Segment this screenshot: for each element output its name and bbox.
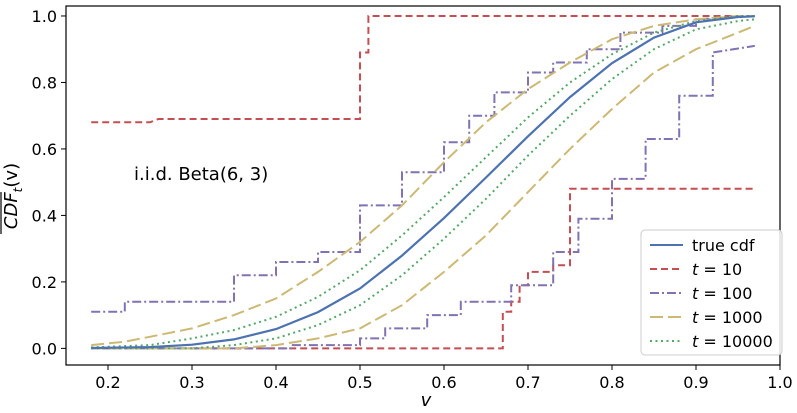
y-axis-title-sub: t (11, 186, 25, 192)
plot-frame (65, 5, 781, 366)
x-tick-label: 0.7 (515, 373, 540, 392)
y-axis-title: CDFt(v) (0, 163, 25, 234)
y-tick-label: 0.8 (32, 73, 57, 92)
legend-label: true cdf (692, 236, 755, 255)
y-tick-label: 0.4 (32, 206, 57, 225)
x-axis: 0.2 0.3 0.4 0.5 0.6 0.7 0.8 0.9 1.0 (95, 365, 793, 392)
legend-label: t = 1000 (692, 308, 763, 327)
series-t-1000-upper (91, 15, 755, 347)
x-tick-label: 0.3 (179, 373, 204, 392)
x-tick-label: 0.8 (599, 373, 624, 392)
legend-label: t = 10 (692, 260, 742, 279)
series-t-1000-lower (91, 24, 756, 350)
y-tick-label: 0.2 (32, 273, 57, 292)
y-axis-title-arg: (v) (1, 163, 22, 188)
legend-label: t = 100 (692, 284, 752, 303)
y-axis: 0.0 0.2 0.4 0.6 0.8 1.0 (32, 7, 66, 358)
y-axis-title-main: CDF (1, 192, 22, 229)
x-tick-label: 0.6 (431, 373, 456, 392)
x-tick-label: 0.2 (95, 373, 120, 392)
y-tick-label: 0.0 (32, 339, 57, 358)
annotation: i.i.d. Beta(6, 3) (134, 164, 268, 185)
legend: true cdf t = 10 t = 100 t = 1000 t = 10000 (640, 229, 783, 356)
y-tick-label: 0.6 (32, 140, 57, 159)
y-tick-label: 1.0 (32, 7, 57, 26)
x-axis-title: v (421, 390, 432, 411)
x-tick-label: 1.0 (767, 373, 792, 392)
series-true-cdf-line (91, 15, 755, 350)
legend-box (640, 229, 783, 356)
x-tick-label: 0.5 (347, 373, 372, 392)
svg-text:CDFt(v): CDFt(v) (1, 163, 25, 229)
legend-label: t = 10000 (692, 332, 773, 351)
series-t-100-upper (91, 15, 755, 313)
x-tick-label: 0.9 (683, 373, 708, 392)
plot-lines (91, 15, 756, 350)
x-tick-label: 0.4 (263, 373, 288, 392)
series-t-10-upper (91, 15, 755, 124)
